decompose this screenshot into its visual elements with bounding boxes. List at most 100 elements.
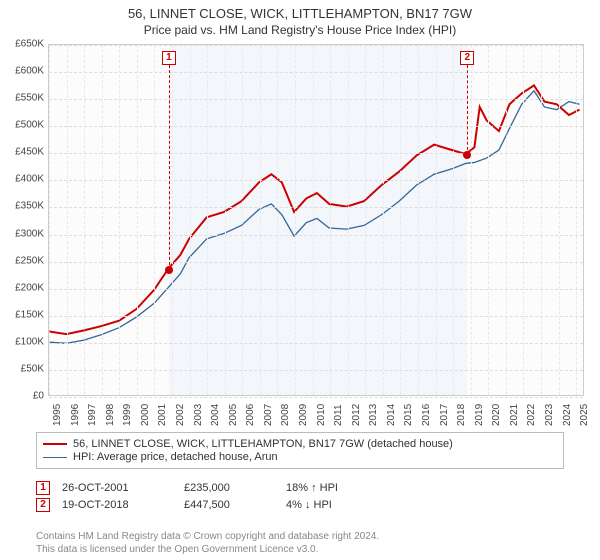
x-tick-label: 2009 bbox=[298, 404, 309, 426]
sale-row: 126-OCT-2001£235,00018% ↑ HPI bbox=[36, 481, 564, 495]
sale-marker-guide bbox=[467, 65, 468, 155]
legend-box: 56, LINNET CLOSE, WICK, LITTLEHAMPTON, B… bbox=[36, 432, 564, 469]
gridline-v bbox=[365, 45, 366, 395]
y-tick-label: £450K bbox=[15, 147, 44, 158]
gridline-v bbox=[383, 45, 384, 395]
legend-item: HPI: Average price, detached house, Arun bbox=[43, 451, 557, 463]
gridline-h bbox=[49, 397, 583, 398]
page-subtitle: Price paid vs. HM Land Registry's House … bbox=[0, 21, 600, 41]
gridline-v bbox=[190, 45, 191, 395]
x-tick-label: 2002 bbox=[175, 404, 186, 426]
sale-row-price: £447,500 bbox=[184, 499, 274, 511]
x-tick-label: 1999 bbox=[122, 404, 133, 426]
x-tick-label: 2003 bbox=[193, 404, 204, 426]
gridline-h bbox=[49, 126, 583, 127]
x-tick-label: 2019 bbox=[474, 404, 485, 426]
gridline-v bbox=[418, 45, 419, 395]
gridline-v bbox=[348, 45, 349, 395]
x-tick-label: 2018 bbox=[456, 404, 467, 426]
gridline-v bbox=[154, 45, 155, 395]
gridline-v bbox=[207, 45, 208, 395]
gridline-v bbox=[559, 45, 560, 395]
footer-line-2: This data is licensed under the Open Gov… bbox=[36, 544, 564, 557]
gridline-v bbox=[67, 45, 68, 395]
sale-row-price: £235,000 bbox=[184, 482, 274, 494]
x-tick-label: 2023 bbox=[544, 404, 555, 426]
gridline-h bbox=[49, 72, 583, 73]
gridline-v bbox=[330, 45, 331, 395]
x-tick-label: 2017 bbox=[439, 404, 450, 426]
gridline-v bbox=[471, 45, 472, 395]
x-tick-label: 2000 bbox=[140, 404, 151, 426]
y-tick-label: £50K bbox=[21, 363, 44, 374]
x-tick-label: 2005 bbox=[228, 404, 239, 426]
x-tick-label: 1996 bbox=[70, 404, 81, 426]
gridline-h bbox=[49, 289, 583, 290]
y-tick-label: £350K bbox=[15, 201, 44, 212]
x-tick-label: 2014 bbox=[386, 404, 397, 426]
y-tick-label: £100K bbox=[15, 336, 44, 347]
footer-line-1: Contains HM Land Registry data © Crown c… bbox=[36, 531, 564, 544]
gridline-v bbox=[436, 45, 437, 395]
x-tick-label: 2010 bbox=[316, 404, 327, 426]
gridline-h bbox=[49, 343, 583, 344]
gridline-h bbox=[49, 262, 583, 263]
sale-marker-box: 1 bbox=[162, 51, 176, 65]
sale-marker-dot bbox=[463, 151, 471, 159]
x-tick-label: 2022 bbox=[526, 404, 537, 426]
y-tick-label: £200K bbox=[15, 282, 44, 293]
x-tick-label: 2013 bbox=[368, 404, 379, 426]
gridline-v bbox=[506, 45, 507, 395]
gridline-h bbox=[49, 45, 583, 46]
x-tick-label: 2016 bbox=[421, 404, 432, 426]
y-tick-label: £550K bbox=[15, 93, 44, 104]
gridline-v bbox=[137, 45, 138, 395]
y-tick-label: £600K bbox=[15, 66, 44, 77]
sale-row: 219-OCT-2018£447,5004% ↓ HPI bbox=[36, 498, 564, 512]
y-tick-label: £150K bbox=[15, 309, 44, 320]
gridline-v bbox=[119, 45, 120, 395]
y-tick-label: £300K bbox=[15, 228, 44, 239]
sale-marker-dot bbox=[165, 266, 173, 274]
gridline-v bbox=[277, 45, 278, 395]
legend-label: 56, LINNET CLOSE, WICK, LITTLEHAMPTON, B… bbox=[73, 438, 453, 450]
x-tick-label: 2021 bbox=[509, 404, 520, 426]
x-tick-label: 2020 bbox=[491, 404, 502, 426]
x-tick-label: 2011 bbox=[333, 404, 344, 426]
gridline-h bbox=[49, 180, 583, 181]
legend-item: 56, LINNET CLOSE, WICK, LITTLEHAMPTON, B… bbox=[43, 438, 557, 450]
y-tick-label: £500K bbox=[15, 120, 44, 131]
gridline-h bbox=[49, 153, 583, 154]
sale-row-date: 19-OCT-2018 bbox=[62, 499, 172, 511]
gridline-v bbox=[49, 45, 50, 395]
legend-swatch bbox=[43, 457, 67, 458]
gridline-v bbox=[400, 45, 401, 395]
x-tick-label: 2008 bbox=[280, 404, 291, 426]
y-tick-label: £400K bbox=[15, 174, 44, 185]
x-tick-label: 2004 bbox=[210, 404, 221, 426]
gridline-h bbox=[49, 99, 583, 100]
x-tick-label: 2006 bbox=[245, 404, 256, 426]
gridline-v bbox=[225, 45, 226, 395]
gridline-v bbox=[260, 45, 261, 395]
y-tick-label: £0 bbox=[33, 391, 44, 402]
gridline-h bbox=[49, 235, 583, 236]
sale-row-date: 26-OCT-2001 bbox=[62, 482, 172, 494]
gridline-v bbox=[523, 45, 524, 395]
gridline-v bbox=[541, 45, 542, 395]
x-tick-label: 1998 bbox=[105, 404, 116, 426]
gridline-v bbox=[295, 45, 296, 395]
x-tick-label: 1995 bbox=[52, 404, 63, 426]
sale-row-marker: 2 bbox=[36, 498, 50, 512]
gridline-v bbox=[313, 45, 314, 395]
gridline-h bbox=[49, 207, 583, 208]
sale-row-marker: 1 bbox=[36, 481, 50, 495]
page-title: 56, LINNET CLOSE, WICK, LITTLEHAMPTON, B… bbox=[0, 0, 600, 21]
sale-marker-guide bbox=[169, 65, 170, 270]
sales-table: 126-OCT-2001£235,00018% ↑ HPI219-OCT-201… bbox=[36, 478, 564, 515]
gridline-v bbox=[453, 45, 454, 395]
gridline-v bbox=[172, 45, 173, 395]
sale-marker-box: 2 bbox=[460, 51, 474, 65]
x-tick-label: 2007 bbox=[263, 404, 274, 426]
x-tick-label: 1997 bbox=[87, 404, 98, 426]
